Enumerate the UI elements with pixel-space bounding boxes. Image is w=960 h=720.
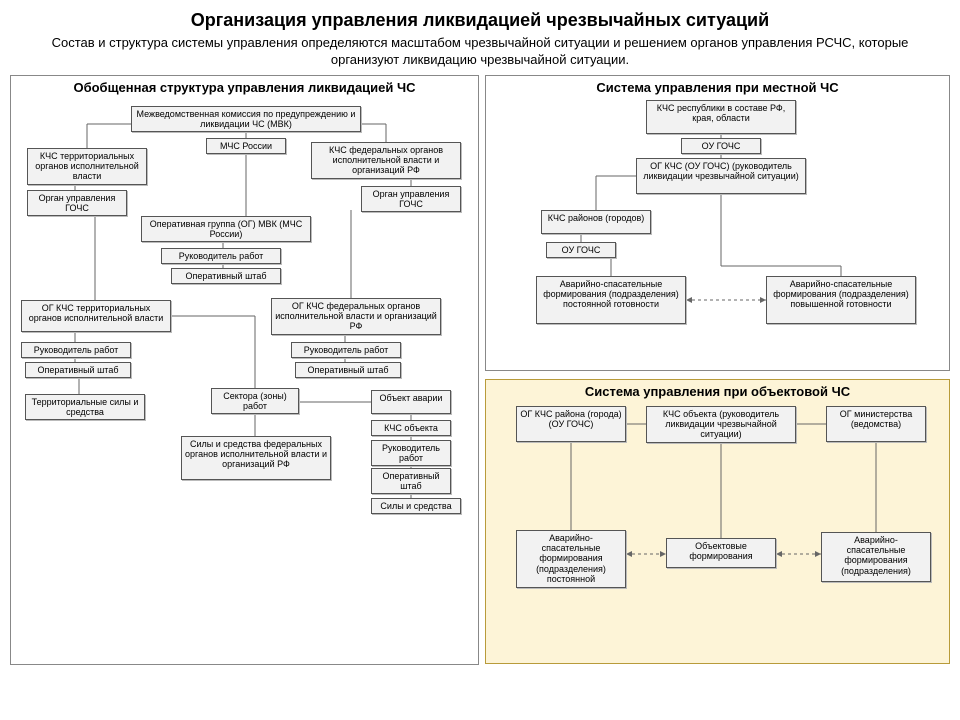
node-n10: ОГ КЧС территориальных органов исполните…: [21, 300, 171, 332]
node-n13: Оперативный штаб: [25, 362, 131, 378]
node-n12: Руководитель работ: [21, 342, 131, 358]
node-o3: ОГ министерства (ведомства): [826, 406, 926, 442]
main-title: Организация управления ликвидацией чрезв…: [0, 0, 960, 35]
node-n17: Сектора (зоны) работ: [211, 388, 299, 415]
node-n1: Межведомственная комиссия по предупрежде…: [131, 106, 361, 133]
node-m5: ОУ ГОЧС: [546, 242, 616, 258]
node-n22: Силы и средства федеральных органов испо…: [181, 436, 331, 480]
node-n9: Оперативный штаб: [171, 268, 281, 284]
panels-row: Обобщенная структура управления ликвидац…: [0, 75, 960, 665]
node-n19: КЧС объекта: [371, 420, 451, 436]
node-n8: Руководитель работ: [161, 248, 281, 264]
right-column: Система управления при местной ЧС КЧС ре…: [485, 75, 950, 665]
r2-title: Система управления при объектовой ЧС: [486, 380, 949, 403]
node-n15: Оперативный штаб: [295, 362, 401, 378]
node-m4: КЧС районов (городов): [541, 210, 651, 234]
node-n2: МЧС России: [206, 138, 286, 154]
node-n20: Руководитель работ: [371, 440, 451, 467]
node-o5: Объектовые формирования: [666, 538, 776, 568]
node-o2: КЧС объекта (руководитель ликвидации чре…: [646, 406, 796, 443]
subtitle: Состав и структура системы управления оп…: [0, 35, 960, 75]
node-n6: Орган управления ГОЧС: [361, 186, 461, 213]
node-n18: Объект аварии: [371, 390, 451, 414]
node-o6: Аварийно- спасательные формирования (под…: [821, 532, 931, 582]
node-n14: Руководитель работ: [291, 342, 401, 358]
node-n7: Оперативная группа (ОГ) МВК (МЧС России): [141, 216, 311, 243]
node-m6: Аварийно-спасательные формирования (подр…: [536, 276, 686, 324]
node-m2: ОУ ГОЧС: [681, 138, 761, 154]
node-m1: КЧС республики в составе РФ, края, облас…: [646, 100, 796, 134]
node-n16: Территориальные силы и средства: [25, 394, 145, 421]
right-top-panel: Система управления при местной ЧС КЧС ре…: [485, 75, 950, 371]
node-n21: Оперативный штаб: [371, 468, 451, 495]
node-m7: Аварийно-спасательные формирования (подр…: [766, 276, 916, 324]
node-n23: Силы и средства: [371, 498, 461, 514]
node-n4: КЧС федеральных органов исполнительной в…: [311, 142, 461, 179]
node-o4: Аварийно- спасательные формирования (под…: [516, 530, 626, 588]
right-bottom-panel: Система управления при объектовой ЧС ОГ …: [485, 379, 950, 664]
node-n3: КЧС территориальных органов исполнительн…: [27, 148, 147, 185]
node-m3: ОГ КЧС (ОУ ГОЧС) (руководитель ликвидаци…: [636, 158, 806, 194]
r1-title: Система управления при местной ЧС: [486, 76, 949, 99]
left-panel: Обобщенная структура управления ликвидац…: [10, 75, 479, 665]
left-panel-title: Обобщенная структура управления ликвидац…: [11, 76, 478, 99]
node-n5: Орган управления ГОЧС: [27, 190, 127, 217]
node-o1: ОГ КЧС района (города) (ОУ ГОЧС): [516, 406, 626, 442]
node-n11: ОГ КЧС федеральных органов исполнительно…: [271, 298, 441, 335]
